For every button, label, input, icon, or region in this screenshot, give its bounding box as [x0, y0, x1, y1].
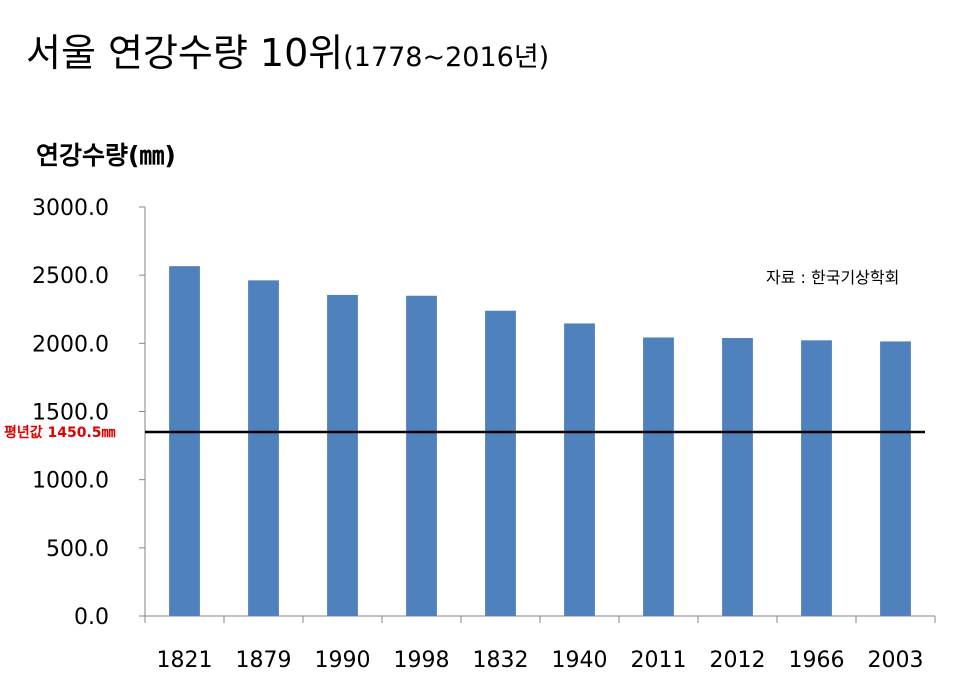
y-tick-label: 500.0 — [46, 537, 109, 562]
x-tick-label: 2012 — [710, 648, 766, 673]
x-tick-label: 2011 — [631, 648, 687, 673]
y-axis-label: 연강수량(㎜) — [36, 141, 176, 170]
x-tick-label: 1832 — [473, 648, 529, 673]
x-tick-label: 1990 — [315, 648, 371, 673]
bar-1940 — [564, 323, 595, 616]
y-tick-label: 0.0 — [74, 605, 109, 630]
chart-title-sub: (1778~2016년) — [343, 42, 550, 73]
y-tick-label: 2000.0 — [32, 332, 109, 357]
average-line-label: 평년값 1450.5㎜ — [4, 424, 116, 441]
x-tick-label: 2003 — [868, 648, 924, 673]
y-tick-label: 1500.0 — [32, 401, 109, 426]
x-tick-label: 1821 — [157, 648, 213, 673]
y-tick-label: 3000.0 — [32, 196, 109, 221]
x-tick-label: 1940 — [552, 648, 608, 673]
bar-1832 — [485, 310, 516, 616]
y-tick-label: 2500.0 — [32, 264, 109, 289]
chart-title: 서울 연강수량 10위(1778~2016년) — [26, 22, 549, 77]
source-note: 자료 : 한국기상학회 — [766, 268, 900, 287]
y-tick-label: 1000.0 — [32, 469, 109, 494]
bar-2011 — [643, 337, 674, 616]
x-tick-label: 1966 — [789, 648, 845, 673]
bar-1966 — [801, 340, 832, 616]
bar-2012 — [722, 338, 753, 616]
bar-2003 — [880, 341, 911, 616]
x-tick-label: 1879 — [236, 648, 292, 673]
bar-1821 — [169, 266, 200, 616]
bar-1990 — [327, 294, 358, 616]
bar-1998 — [406, 295, 437, 616]
x-tick-label: 1998 — [394, 648, 450, 673]
bar-1879 — [248, 280, 279, 616]
chart-title-main: 서울 연강수량 10위 — [26, 31, 344, 75]
